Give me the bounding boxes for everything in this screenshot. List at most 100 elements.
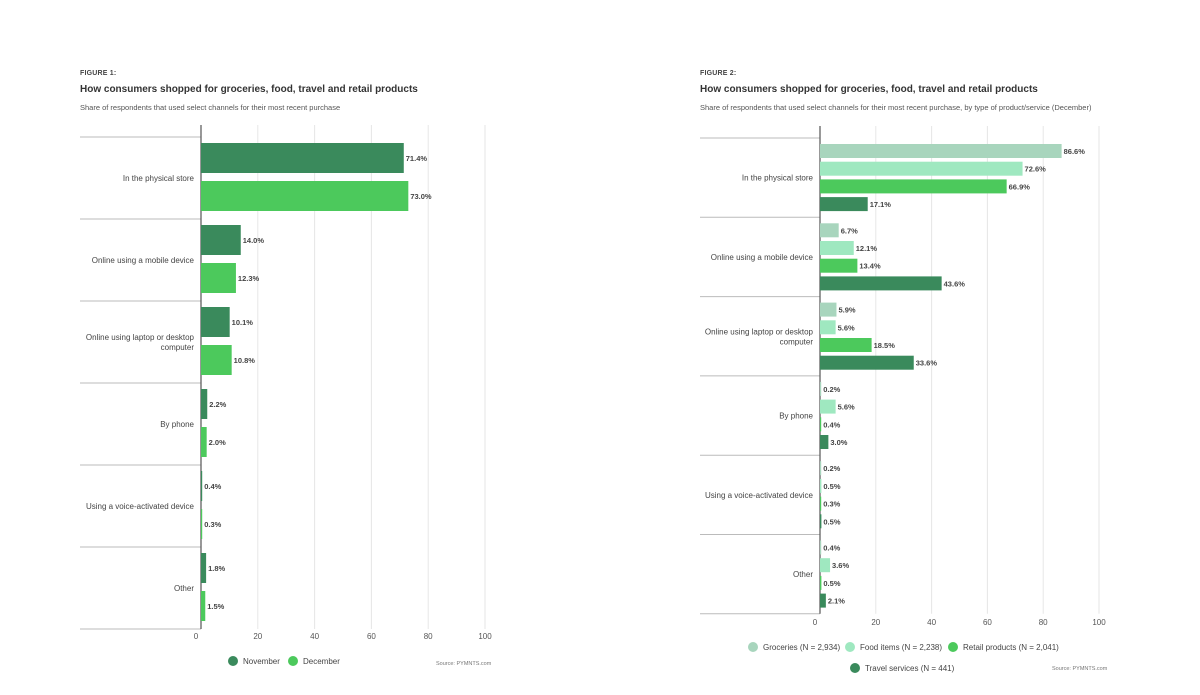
bar-travel-services-n-441-other: [820, 593, 826, 608]
category-label-using-a-voice-activated-device: Using a voice-activated device: [86, 502, 195, 511]
data-label: 18.5%: [874, 341, 896, 350]
bar-november-online-using-a-mobile-device: [201, 225, 241, 255]
data-label: 0.3%: [823, 500, 840, 509]
bar-december-online-using-laptop-or-desktop-computer: [201, 345, 232, 375]
legend-item-november: November: [228, 656, 280, 666]
category-label-other: Other: [174, 584, 194, 593]
data-label: 0.5%: [823, 482, 840, 491]
bar-retail-products-n-2-041-online-using-a-mobile-device: [820, 258, 858, 273]
bar-december-other: [201, 591, 206, 621]
data-label: 1.5%: [207, 602, 224, 611]
category-label-by-phone: By phone: [160, 420, 194, 429]
bar-december-by-phone: [201, 427, 207, 457]
data-label: 2.1%: [828, 597, 845, 606]
legend-swatch: [228, 656, 238, 666]
data-label: 12.3%: [238, 274, 260, 283]
category-label-using-a-voice-activated-device: Using a voice-activated device: [705, 491, 814, 500]
bar-retail-products-n-2-041-in-the-physical-store: [820, 179, 1007, 194]
data-label: 1.8%: [208, 564, 225, 573]
bar-november-using-a-voice-activated-device: [201, 471, 203, 501]
data-label: 0.4%: [204, 482, 221, 491]
x-tick-label: 40: [310, 632, 319, 641]
bar-december-in-the-physical-store: [201, 181, 409, 211]
data-label: 10.1%: [232, 318, 254, 327]
data-label: 73.0%: [410, 192, 432, 201]
data-label: 6.7%: [841, 226, 858, 235]
data-label: 14.0%: [243, 236, 265, 245]
figure-2-panel: FIGURE 2: How consumers shopped for groc…: [620, 0, 1200, 695]
category-label-in-the-physical-store: In the physical store: [742, 174, 814, 183]
bar-retail-products-n-2-041-by-phone: [820, 417, 822, 432]
legend-item-retail-products-n-2-041: Retail products (N = 2,041): [948, 642, 1059, 652]
data-label: 0.4%: [823, 420, 840, 429]
legend-swatch: [948, 642, 958, 652]
figure-1-chart: 0 20 40 60 80 100 In the physical store 71.4% 73…: [80, 125, 492, 641]
data-label: 0.2%: [823, 385, 840, 394]
bar-travel-services-n-441-using-a-voice-activated-device: [820, 514, 822, 529]
bar-groceries-n-2-934-by-phone: [820, 381, 822, 396]
bar-food-items-n-2-238-by-phone: [820, 399, 836, 414]
data-label: 71.4%: [406, 154, 428, 163]
figure-1-source: Source: PYMNTS.com: [436, 661, 492, 667]
data-label: 0.5%: [823, 579, 840, 588]
bar-groceries-n-2-934-online-using-a-mobile-device: [820, 223, 839, 238]
x-tick-label: 20: [871, 618, 880, 627]
figure-2-chart: 0 20 40 60 80 100 In the physical store 86.6% 72…: [700, 126, 1106, 627]
figure-1-title: How consumers shopped for groceries, foo…: [80, 84, 418, 95]
category-label-online-using-a-mobile-device: Online using a mobile device: [92, 256, 195, 265]
x-tick-label: 80: [1039, 618, 1048, 627]
legend-swatch: [288, 656, 298, 666]
bar-december-online-using-a-mobile-device: [201, 263, 236, 293]
bar-food-items-n-2-238-in-the-physical-store: [820, 161, 1023, 176]
legend-swatch: [850, 663, 860, 673]
bar-groceries-n-2-934-using-a-voice-activated-device: [820, 461, 822, 476]
bar-retail-products-n-2-041-online-using-laptop-or-desktop-computer: [820, 338, 872, 352]
x-tick-label: 80: [424, 632, 433, 641]
bar-december-using-a-voice-activated-device: [201, 509, 203, 539]
figure-2-subtitle: Share of respondents that used select ch…: [700, 103, 1092, 112]
data-label: 66.9%: [1009, 182, 1031, 191]
figure-1-subtitle: Share of respondents that used select ch…: [80, 103, 341, 112]
legend-label: Groceries (N = 2,934): [763, 642, 841, 652]
bar-food-items-n-2-238-online-using-a-mobile-device: [820, 241, 854, 255]
bar-groceries-n-2-934-in-the-physical-store: [820, 144, 1062, 158]
category-label-other: Other: [793, 570, 813, 579]
bar-food-items-n-2-238-other: [820, 558, 831, 573]
bar-november-other: [201, 553, 207, 583]
data-label: 10.8%: [234, 356, 256, 365]
legend-swatch: [748, 642, 758, 652]
x-tick-label: 0: [813, 618, 818, 627]
legend-item-travel-services-n-441: Travel services (N = 441): [850, 663, 954, 673]
category-label-in-the-physical-store: In the physical store: [123, 174, 195, 183]
category-label-online-using-a-mobile-device: Online using a mobile device: [711, 253, 814, 262]
figure-1-label: FIGURE 1:: [80, 70, 117, 77]
data-label: 3.6%: [832, 561, 849, 570]
category-label-online-using-laptop-or-desktop-computer: computer: [780, 337, 814, 346]
legend-label: December: [303, 656, 340, 666]
data-label: 5.9%: [838, 306, 855, 315]
bar-retail-products-n-2-041-other: [820, 575, 822, 590]
data-label: 0.5%: [823, 517, 840, 526]
legend-swatch: [845, 642, 855, 652]
legend-item-groceries-n-2-934: Groceries (N = 2,934): [748, 642, 840, 652]
category-label-online-using-laptop-or-desktop-computer: Online using laptop or desktop: [705, 327, 814, 336]
x-tick-label: 60: [983, 618, 992, 627]
bar-travel-services-n-441-in-the-physical-store: [820, 197, 868, 212]
x-tick-label: 100: [478, 632, 492, 641]
data-label: 2.0%: [209, 438, 226, 447]
data-label: 33.6%: [916, 359, 938, 368]
legend-label: Retail products (N = 2,041): [963, 642, 1059, 652]
bar-retail-products-n-2-041-using-a-voice-activated-device: [820, 496, 822, 511]
data-label: 17.1%: [870, 200, 892, 209]
data-label: 12.1%: [856, 244, 878, 253]
data-label: 0.3%: [204, 520, 221, 529]
data-label: 43.6%: [944, 279, 966, 288]
data-label: 0.4%: [823, 544, 840, 553]
x-tick-label: 20: [253, 632, 262, 641]
bar-november-in-the-physical-store: [201, 143, 404, 173]
category-label-online-using-laptop-or-desktop-computer: computer: [161, 343, 195, 352]
figure-2-source: Source: PYMNTS.com: [1052, 666, 1108, 672]
data-label: 72.6%: [1025, 165, 1047, 174]
data-label: 86.6%: [1064, 147, 1086, 156]
legend-label: Travel services (N = 441): [865, 663, 955, 673]
